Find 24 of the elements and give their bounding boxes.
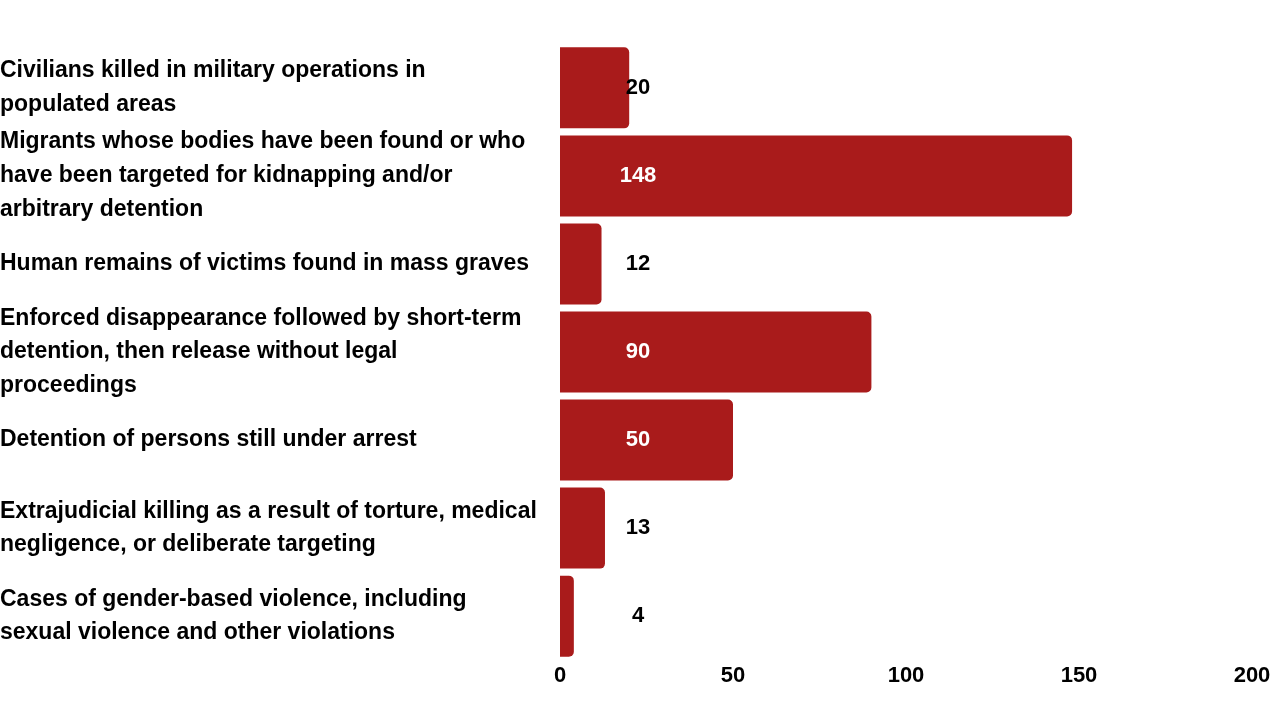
data-label: 13 bbox=[625, 514, 651, 540]
y-tick-label: Human remains of victims found in mass graves bbox=[0, 249, 530, 276]
bar bbox=[560, 223, 602, 305]
data-label: 4 bbox=[631, 602, 645, 628]
data-label: 148 bbox=[619, 161, 657, 187]
y-tick-label: Extrajudicial killing as a result of torture, medical negligence, or deliberate targeting bbox=[0, 496, 537, 557]
y-tick-label: Enforced disappearance followed by short-term detention, then release without legal proceedings bbox=[0, 303, 522, 398]
bar bbox=[560, 575, 574, 657]
y-tick-label: Migrants whose bodies have been found or who have been targeted for kidnapping and/or arbitrary detention bbox=[0, 127, 526, 222]
x-tick-label: 200 bbox=[1233, 662, 1271, 688]
data-label: 90 bbox=[625, 338, 651, 364]
y-tick-label: Cases of gender-based violence, including sexual violence and other violations bbox=[0, 584, 467, 645]
bar bbox=[560, 135, 1073, 217]
y-tick-label: Civilians killed in military operations in populated areas bbox=[0, 56, 426, 117]
y-tick-label: Detention of persons still under arrest bbox=[0, 425, 417, 452]
x-tick-label: 0 bbox=[553, 662, 567, 688]
data-label: 50 bbox=[625, 426, 651, 452]
bar bbox=[560, 399, 733, 481]
x-tick-label: 100 bbox=[887, 662, 925, 688]
bar bbox=[560, 487, 605, 569]
data-label: 12 bbox=[625, 250, 651, 276]
bar bbox=[560, 311, 872, 393]
x-tick-label: 50 bbox=[720, 662, 746, 688]
x-tick-label: 150 bbox=[1060, 662, 1098, 688]
